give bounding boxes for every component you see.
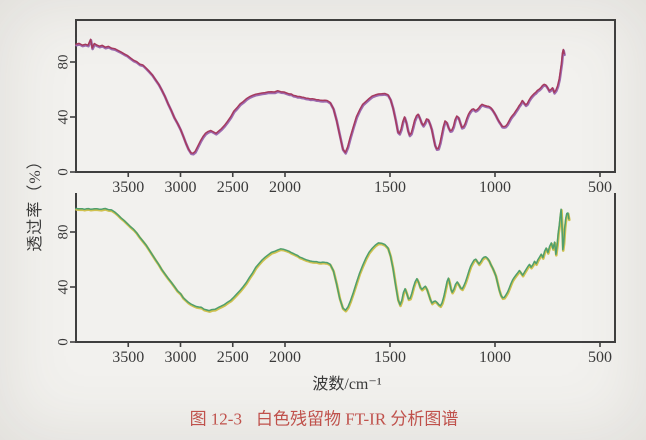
x-tick-label: 3500 (112, 349, 144, 366)
figure-number: 图 12-3 (189, 409, 242, 429)
x-tick-label: 3500 (112, 179, 144, 196)
x-tick-label: 1000 (479, 349, 511, 366)
y-axis-label: 透过率（%） (27, 152, 44, 252)
axis-ticks: 3500 3000 2500 2000 1500 1000 500 0 40 80 3500 3000… (55, 55, 612, 367)
x-tick-label: 500 (588, 349, 612, 366)
x-tick-label: 500 (588, 179, 612, 196)
x-tick-label: 1500 (374, 179, 406, 196)
upper-spectrum-underlay (75, 38, 566, 156)
y-tick-label: 0 (55, 168, 71, 176)
y-tick-label: 80 (55, 225, 71, 240)
x-tick-label: 3000 (165, 179, 197, 196)
x-tick-label: 3000 (165, 349, 197, 366)
figure-title: 白色残留物 FT-IR 分析图谱 (255, 409, 459, 429)
lower-plot-frame (75, 193, 616, 343)
lower-spectrum-line (75, 207, 570, 312)
x-axis-label: 波数/cm⁻¹ (312, 376, 382, 393)
upper-spectrum-line (75, 38, 565, 154)
y-tick-label: 40 (55, 110, 71, 125)
x-tick-label: 1000 (479, 179, 511, 196)
lower-spectrum-underlay (75, 208, 571, 313)
x-tick-label: 2000 (269, 179, 301, 196)
y-tick-label: 80 (55, 55, 71, 70)
plot-axes (75, 19, 616, 343)
y-tick-label: 0 (55, 338, 71, 346)
y-tick-label: 40 (55, 280, 71, 295)
spectra-curves (75, 38, 571, 313)
x-tick-label: 2500 (217, 349, 249, 366)
x-tick-label: 2500 (217, 179, 249, 196)
x-tick-label: 1500 (374, 349, 406, 366)
x-tick-label: 2000 (269, 349, 301, 366)
ftir-chart: 3500 3000 2500 2000 1500 1000 500 0 40 80 3500 3000… (55, 19, 616, 367)
figure-caption: 图 12-3 白色残留物 FT-IR 分析图谱 (190, 405, 459, 430)
upper-plot-box (75, 19, 616, 173)
